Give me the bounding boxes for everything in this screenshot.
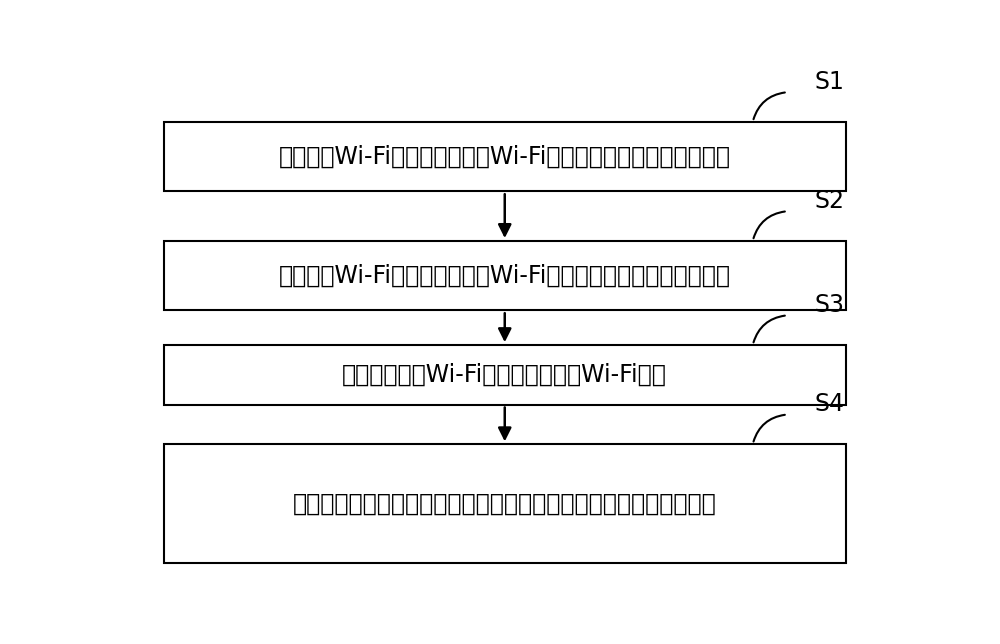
Bar <box>164 444 846 564</box>
Bar <box>164 345 846 404</box>
Text: S3: S3 <box>815 293 845 317</box>
Text: S1: S1 <box>815 70 845 93</box>
Text: 获取实地Wi-Fi列表；所述实地Wi-Fi列表是由第二移动终端收集的: 获取实地Wi-Fi列表；所述实地Wi-Fi列表是由第二移动终端收集的 <box>279 263 731 288</box>
Bar <box>164 122 846 191</box>
Text: S4: S4 <box>815 392 845 416</box>
Text: 对比所述实地Wi-Fi列表和所述特征Wi-Fi列表: 对比所述实地Wi-Fi列表和所述特征Wi-Fi列表 <box>342 363 667 387</box>
Text: 获取特征Wi-Fi列表；所述特征Wi-Fi列表是由第一移动终端收集的: 获取特征Wi-Fi列表；所述特征Wi-Fi列表是由第一移动终端收集的 <box>279 145 731 169</box>
Text: 提示对比结果或距离信息；所述距离信息是根据所述对比结果确定的: 提示对比结果或距离信息；所述距离信息是根据所述对比结果确定的 <box>293 492 717 516</box>
Bar <box>164 241 846 310</box>
Text: S2: S2 <box>815 189 845 213</box>
